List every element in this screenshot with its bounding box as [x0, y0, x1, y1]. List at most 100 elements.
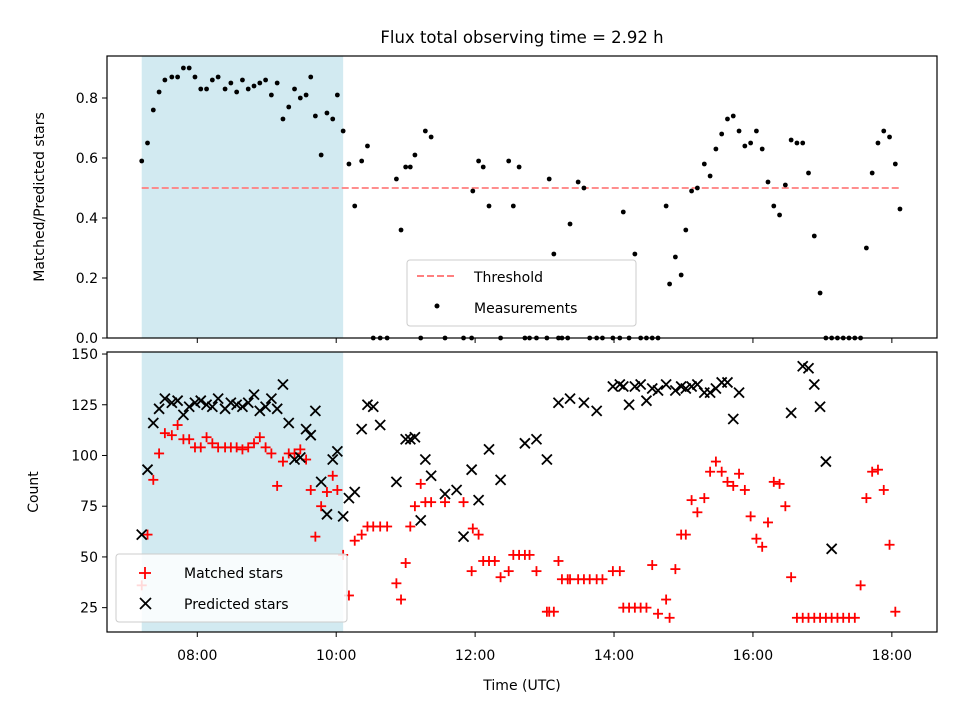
measurement-point	[480, 164, 486, 170]
measurement-point	[567, 221, 573, 227]
matched-point	[661, 594, 672, 605]
matched-point	[878, 484, 889, 495]
matched-point	[664, 612, 675, 623]
matched-point	[184, 434, 195, 445]
matched-point	[382, 521, 393, 532]
figure-title: Flux total observing time = 2.92 h	[380, 28, 663, 47]
predicted-point-b	[136, 528, 148, 541]
predicted-point	[623, 399, 635, 411]
matched-point	[686, 495, 697, 506]
count-y-axis-label: Count	[26, 471, 42, 513]
measurement-point	[506, 158, 512, 164]
measurement-point	[240, 77, 245, 83]
threshold-legend-label: Threshold	[473, 270, 543, 286]
measurement-point	[794, 140, 800, 146]
ratio-axes-frame	[106, 55, 938, 339]
matched-legend-label: Matched stars	[184, 566, 283, 582]
matched-point	[722, 476, 733, 487]
matched-point	[207, 438, 218, 449]
matched-point	[786, 572, 797, 583]
predicted-point	[785, 407, 797, 419]
measurement-point	[800, 140, 806, 146]
predicted-point-b	[419, 453, 431, 466]
measurement-point	[274, 80, 280, 86]
measurement-point	[312, 113, 318, 119]
predicted-point	[578, 397, 590, 409]
predicted-point-b	[141, 464, 154, 476]
measurement-point	[318, 152, 324, 158]
measurement-point	[251, 83, 257, 89]
predicted-point-b	[607, 380, 619, 393]
measurement-point	[754, 128, 759, 134]
matched-point	[159, 428, 170, 439]
predicted-point	[820, 455, 832, 468]
ratio-y-axis-label: Matched/Predicted stars	[32, 112, 48, 282]
ratio-axes: 0.0 0.2 0.4 0.6 0.8	[76, 91, 893, 347]
predicted-point	[721, 376, 734, 389]
predicted-point	[265, 393, 278, 405]
predicted-point-b	[675, 380, 687, 393]
x-tick-label: 12:00	[455, 648, 495, 664]
predicted-point-b	[171, 395, 184, 407]
measurement-point	[863, 245, 869, 251]
predicted-point-b	[652, 384, 664, 397]
measurement-point	[222, 86, 228, 92]
measurement-point	[730, 113, 736, 119]
measurement-point	[736, 128, 742, 134]
measurement-point	[667, 281, 672, 287]
measurement-point	[263, 77, 268, 83]
predicted-point	[400, 433, 412, 445]
measurement-point	[359, 158, 365, 164]
predicted-point	[315, 476, 327, 488]
predicted-point	[141, 464, 154, 476]
measurement-point	[352, 203, 358, 209]
matched-point	[745, 511, 756, 522]
matched-point	[531, 566, 542, 577]
predicted-point	[814, 401, 826, 413]
predicted-point	[607, 380, 619, 393]
matched-point	[466, 566, 477, 577]
matched-point	[272, 480, 283, 491]
predicted-point-b	[248, 388, 260, 401]
predicted-legend-marker	[139, 597, 152, 610]
predicted-point-b	[669, 384, 682, 397]
predicted-point-b	[374, 419, 386, 431]
measurement-point	[678, 272, 684, 278]
measurement-point	[551, 251, 557, 257]
count-axes-frame	[106, 351, 938, 633]
matched-point	[692, 507, 703, 518]
measurement-point	[297, 95, 303, 101]
predicted-point-b	[704, 386, 716, 399]
matched-point	[495, 572, 506, 583]
measurement-point	[546, 176, 552, 182]
predicted-point-b	[309, 405, 322, 417]
measurement-point	[340, 128, 346, 134]
matched-point	[768, 476, 779, 487]
predicted-point	[147, 417, 159, 429]
predicted-point-b	[614, 378, 626, 391]
measurement-point	[334, 92, 340, 98]
predicted-point-b	[578, 397, 590, 409]
matched-point	[201, 432, 212, 443]
matched-point	[855, 580, 866, 591]
measurement-point	[683, 227, 689, 233]
measurement-point	[742, 143, 748, 149]
measurement-point	[470, 188, 476, 194]
predicted-point	[652, 384, 664, 397]
predicted-point-b	[727, 413, 739, 425]
y-tick-label: 0.4	[76, 211, 98, 227]
predicted-point	[808, 378, 820, 391]
measurement-point	[689, 188, 694, 194]
matched-point	[739, 484, 750, 495]
predicted-point-b	[177, 409, 190, 421]
predicted-point-b	[494, 474, 507, 486]
predicted-point-b	[337, 510, 349, 522]
y-tick-label: 0.0	[76, 331, 98, 347]
measurement-point	[308, 74, 314, 80]
predicted-point-b	[797, 360, 809, 372]
predicted-point-b	[195, 395, 207, 407]
matched-point	[780, 501, 791, 512]
measurement-point	[777, 212, 782, 218]
predicted-point-b	[367, 401, 379, 413]
measurement-point	[209, 77, 215, 83]
